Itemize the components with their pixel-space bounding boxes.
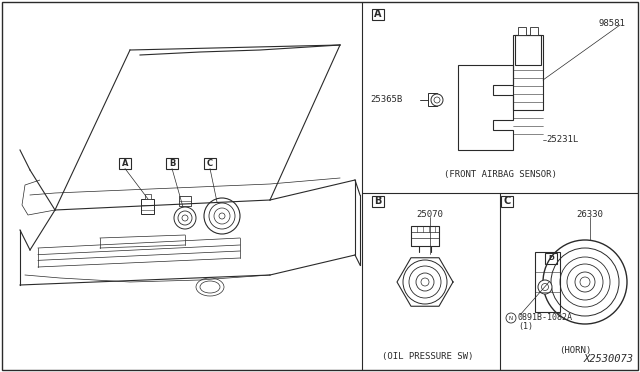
Text: 25365B: 25365B (370, 96, 403, 105)
Text: A: A (374, 9, 381, 19)
Bar (530, 27, 538, 35)
Bar (501, 196, 513, 206)
Text: B: B (374, 196, 381, 206)
Bar (179, 196, 191, 206)
Text: (FRONT AIRBAG SENSOR): (FRONT AIRBAG SENSOR) (444, 170, 556, 180)
Bar (166, 157, 178, 169)
Circle shape (541, 283, 548, 291)
Text: 98581: 98581 (598, 19, 625, 28)
Circle shape (431, 94, 443, 106)
Bar (518, 27, 526, 35)
Circle shape (214, 208, 230, 224)
Text: N: N (509, 315, 513, 321)
Bar (204, 157, 216, 169)
Text: (1): (1) (518, 321, 533, 330)
Circle shape (204, 198, 240, 234)
Text: C: C (504, 196, 511, 206)
Circle shape (209, 203, 235, 229)
Circle shape (506, 313, 516, 323)
Bar (428, 93, 437, 106)
Text: D: D (548, 255, 554, 261)
Polygon shape (212, 202, 224, 208)
Bar (372, 9, 384, 19)
Circle shape (434, 97, 440, 103)
Circle shape (174, 207, 196, 229)
Text: A: A (122, 158, 128, 167)
Text: (HORN): (HORN) (559, 346, 591, 355)
Bar (411, 226, 439, 246)
Bar (513, 35, 543, 110)
Text: 25231L: 25231L (546, 135, 579, 144)
Bar (141, 199, 154, 214)
Circle shape (182, 215, 188, 221)
Text: 26330: 26330 (577, 210, 604, 219)
Text: 25070: 25070 (417, 210, 444, 219)
Text: (OIL PRESSURE SW): (OIL PRESSURE SW) (382, 353, 474, 362)
Bar (145, 194, 151, 199)
Bar (119, 157, 131, 169)
Text: X2530073: X2530073 (584, 354, 634, 364)
Bar (515, 35, 541, 65)
Bar (545, 253, 557, 263)
Bar (372, 196, 384, 206)
Text: C: C (207, 158, 213, 167)
Circle shape (538, 280, 552, 294)
Text: B: B (169, 158, 175, 167)
Text: 0891B-1082A: 0891B-1082A (518, 314, 573, 323)
Circle shape (219, 213, 225, 219)
Circle shape (178, 211, 192, 225)
